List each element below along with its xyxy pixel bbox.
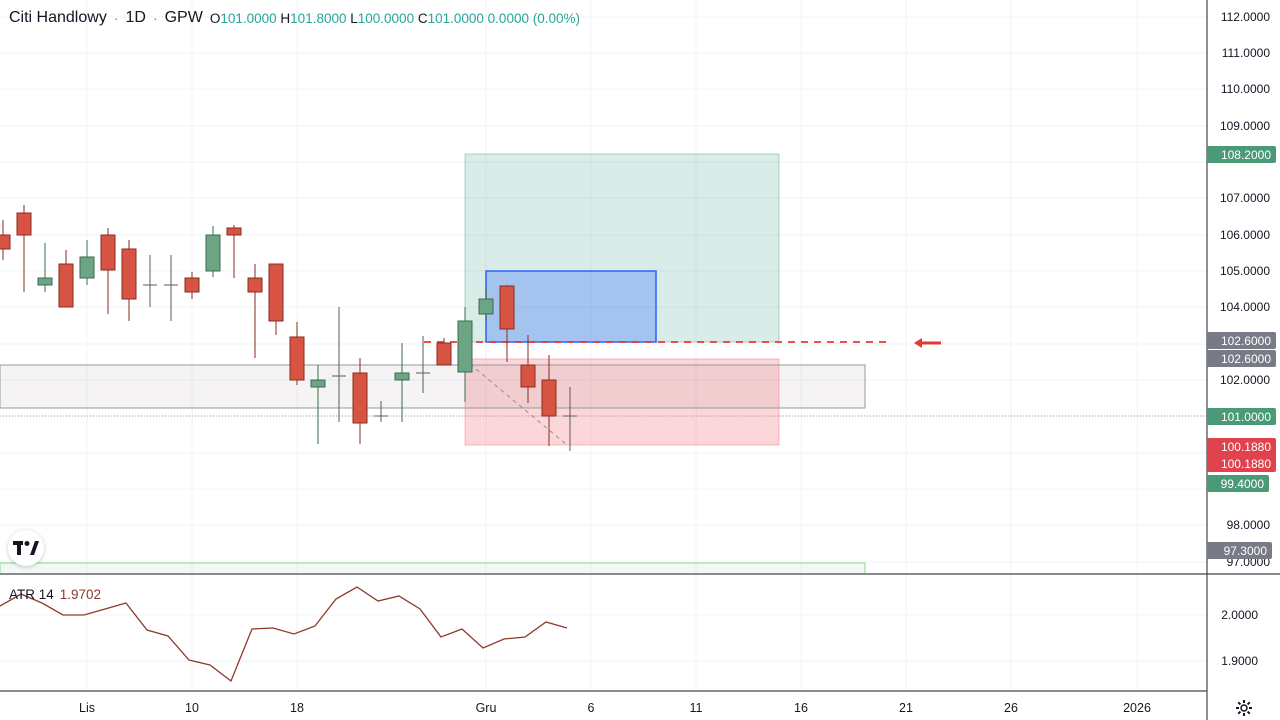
price-tick: 111.0000 xyxy=(1222,46,1271,60)
candles-up xyxy=(37,226,494,444)
symbol-legend[interactable]: Citi Handlowy · 1D · GPW O101.0000 H101.… xyxy=(9,8,580,28)
atr-axis-ticks: 2.0000 1.9000 xyxy=(1221,608,1258,668)
atr-line[interactable] xyxy=(0,586,568,683)
exchange-label: GPW xyxy=(164,9,203,26)
time-tick: 16 xyxy=(794,701,808,715)
ohlc-values: O101.0000 H101.8000 L100.0000 C101.0000 … xyxy=(209,10,580,26)
stop-price-tag-2: 100.1880 xyxy=(1221,457,1271,471)
green-zone-rect[interactable] xyxy=(0,562,866,577)
price-tick: 98.0000 xyxy=(1227,518,1271,532)
price-tick: 104.0000 xyxy=(1220,300,1270,314)
range-price-tag: 102.6000 xyxy=(1221,352,1271,366)
target-price-tag: 108.2000 xyxy=(1221,148,1271,162)
zone-price-tag: 97.3000 xyxy=(1224,544,1268,558)
price-axis-ticks: 112.0000 111.0000 110.0000 109.0000 107.… xyxy=(1220,10,1270,569)
atr-name: ATR 14 xyxy=(9,587,54,602)
legend-separator: · xyxy=(152,10,158,26)
price-tick: 102.0000 xyxy=(1220,373,1270,387)
atr-tick: 2.0000 xyxy=(1221,608,1258,622)
price-tick: 110.0000 xyxy=(1221,82,1270,96)
gear-icon[interactable] xyxy=(1232,696,1256,720)
time-tick: Lis xyxy=(79,701,95,715)
time-tick: 11 xyxy=(690,701,703,715)
price-tags: 108.2000 102.6000 102.6000 101.0000 100.… xyxy=(1207,146,1276,559)
atr-value: 1.9702 xyxy=(59,587,102,602)
time-tick: 6 xyxy=(588,701,595,715)
time-tick: Gru xyxy=(476,701,497,715)
legend-separator: · xyxy=(113,10,119,26)
support-range-rect[interactable] xyxy=(0,364,866,409)
position-stop-zone[interactable] xyxy=(464,358,780,446)
price-tick: 105.0000 xyxy=(1220,264,1270,278)
price-tick: 109.0000 xyxy=(1220,119,1270,133)
left-arrow-icon xyxy=(914,338,941,348)
symbol-name[interactable]: Citi Handlowy xyxy=(9,9,107,26)
position-target-zone[interactable] xyxy=(464,153,780,343)
grid-vertical xyxy=(86,0,1138,690)
atr-tick: 1.9000 xyxy=(1221,654,1258,668)
low-price-tag: 99.4000 xyxy=(1221,477,1265,491)
price-tick: 106.0000 xyxy=(1220,228,1270,242)
change-value: 0.0000 (0.00%) xyxy=(487,10,580,26)
entry-price-tag: 102.6000 xyxy=(1221,334,1271,348)
stop-price-tag: 100.1880 xyxy=(1221,440,1271,454)
time-tick: 2026 xyxy=(1123,701,1151,715)
candles-doji xyxy=(143,255,577,451)
candles-down xyxy=(0,205,557,446)
time-tick: 10 xyxy=(185,701,199,715)
price-tick: 112.0000 xyxy=(1221,10,1270,24)
trend-dashed-line[interactable] xyxy=(469,363,568,446)
time-tick: 26 xyxy=(1004,701,1018,715)
time-tick: 21 xyxy=(899,701,913,715)
tradingview-logo-icon[interactable] xyxy=(8,530,44,566)
last-price-tag: 101.0000 xyxy=(1221,410,1271,424)
price-tick: 107.0000 xyxy=(1220,191,1270,205)
time-axis-ticks: Lis 10 18 Gru 6 11 16 21 26 2026 xyxy=(79,701,1151,715)
interval-label[interactable]: 1D xyxy=(125,9,146,26)
time-tick: 18 xyxy=(290,701,304,715)
atr-legend[interactable]: ATR 14 1.9702 xyxy=(9,587,101,602)
